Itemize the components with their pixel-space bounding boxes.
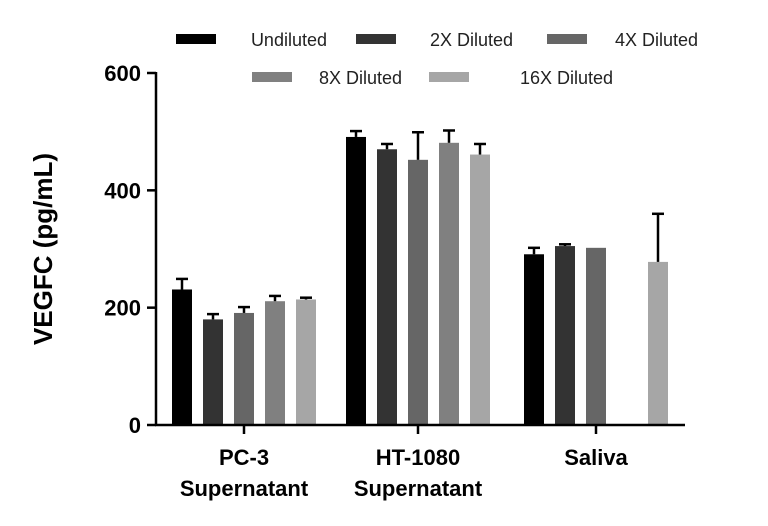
bar bbox=[203, 319, 223, 425]
legend-label: 8X Diluted bbox=[319, 68, 402, 88]
legend-swatch bbox=[252, 72, 292, 82]
x-category-label: PC-3 bbox=[219, 445, 269, 470]
bar bbox=[296, 299, 316, 425]
legend-label: 2X Diluted bbox=[430, 30, 513, 50]
y-tick-label: 0 bbox=[129, 413, 141, 438]
y-tick-label: 400 bbox=[104, 178, 141, 203]
legend-swatch bbox=[356, 34, 396, 44]
bar bbox=[172, 289, 192, 425]
y-tick-label: 600 bbox=[104, 61, 141, 86]
bars bbox=[172, 129, 668, 426]
legend-swatch bbox=[547, 34, 587, 44]
y-tick-label: 200 bbox=[104, 296, 141, 321]
legend-label: 16X Diluted bbox=[520, 68, 613, 88]
bar bbox=[346, 136, 366, 426]
x-category-label: Supernatant bbox=[180, 476, 309, 501]
y-axis-title: VEGFC (pg/mL) bbox=[28, 153, 58, 345]
bar bbox=[439, 142, 459, 425]
legend-swatch bbox=[176, 34, 216, 44]
bar bbox=[408, 159, 428, 425]
bar bbox=[586, 247, 606, 425]
bar bbox=[265, 301, 285, 425]
legend-swatch bbox=[429, 72, 469, 82]
bar bbox=[555, 246, 575, 425]
x-category-label: Supernatant bbox=[354, 476, 483, 501]
bar bbox=[470, 154, 490, 425]
legend-label: 4X Diluted bbox=[615, 30, 698, 50]
bar bbox=[377, 149, 397, 425]
bar bbox=[648, 261, 668, 425]
y-ticks: 0 200 400 600 bbox=[104, 61, 156, 438]
bar bbox=[524, 254, 544, 425]
legend: Undiluted 2X Diluted 4X Diluted 8X Diluted 1… bbox=[176, 30, 698, 88]
bar bbox=[234, 312, 254, 425]
x-category-label: Saliva bbox=[564, 445, 628, 470]
legend-label: Undiluted bbox=[251, 30, 327, 50]
x-category-label: HT-1080 bbox=[376, 445, 460, 470]
x-category-labels: PC-3 Supernatant HT-1080 Supernatant Saliva bbox=[180, 425, 629, 501]
